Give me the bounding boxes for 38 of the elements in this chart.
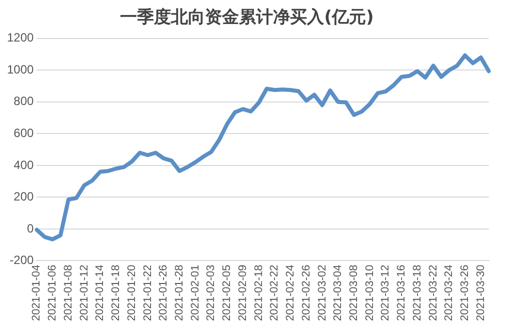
x-tick-label: 2021-01-20 <box>126 264 138 322</box>
y-tick-label: 1200 <box>6 30 34 45</box>
x-tick-label: 2021-01-28 <box>173 264 186 322</box>
x-tick-label: 2021-01-18 <box>110 264 122 322</box>
y-tick-label: 400 <box>14 158 34 172</box>
x-tick-label: 2021-02-09 <box>236 264 249 322</box>
x-tick-label: 2021-01-08 <box>62 264 74 322</box>
y-tick-label: 200 <box>14 190 34 204</box>
x-tick-label: 2021-03-02 <box>316 264 328 322</box>
y-tick-label: 1000 <box>6 62 34 76</box>
x-tick-label: 2021-02-18 <box>252 264 265 322</box>
x-tick-label: 2021-03-24 <box>443 264 456 322</box>
x-tick-label: 2021-01-12 <box>78 264 90 322</box>
x-tick-label: 2021-03-04 <box>332 264 344 322</box>
x-tick-label: 2021-02-22 <box>268 264 281 322</box>
y-tick-label: 800 <box>14 94 34 108</box>
x-tick-label: 2021-01-22 <box>142 264 154 322</box>
x-tick-label: 2021-02-01 <box>189 264 202 322</box>
x-tick-label: 2021-02-24 <box>284 264 297 322</box>
y-tick-label: -200 <box>10 253 34 268</box>
y-tick-label: 600 <box>14 126 34 140</box>
x-tick-label: 2021-03-18 <box>411 264 424 322</box>
x-tick-label: 2021-02-03 <box>205 264 218 322</box>
x-tick-label: 2021-01-26 <box>158 264 170 322</box>
x-tick-label: 2021-03-10 <box>364 264 376 322</box>
x-tick-label: 2021-01-06 <box>46 264 59 322</box>
x-tick-label: 2021-02-05 <box>221 264 234 322</box>
y-tick-label: 0 <box>27 221 34 236</box>
x-tick-label: 2021-01-14 <box>94 264 106 322</box>
x-tick-label: 2021-03-12 <box>380 264 392 322</box>
x-tick-label: 2021-01-04 <box>30 264 43 322</box>
x-tick-label: 2021-03-26 <box>459 264 472 322</box>
chart-title: 一季度北向资金累计净买入(亿元) <box>120 8 374 28</box>
x-tick-label: 2021-03-30 <box>474 264 487 322</box>
x-tick-label: 2021-03-16 <box>396 264 408 322</box>
x-tick-label: 2021-02-26 <box>300 264 312 322</box>
x-tick-label: 2021-03-08 <box>348 264 360 322</box>
x-tick-label: 2021-03-22 <box>427 264 440 322</box>
